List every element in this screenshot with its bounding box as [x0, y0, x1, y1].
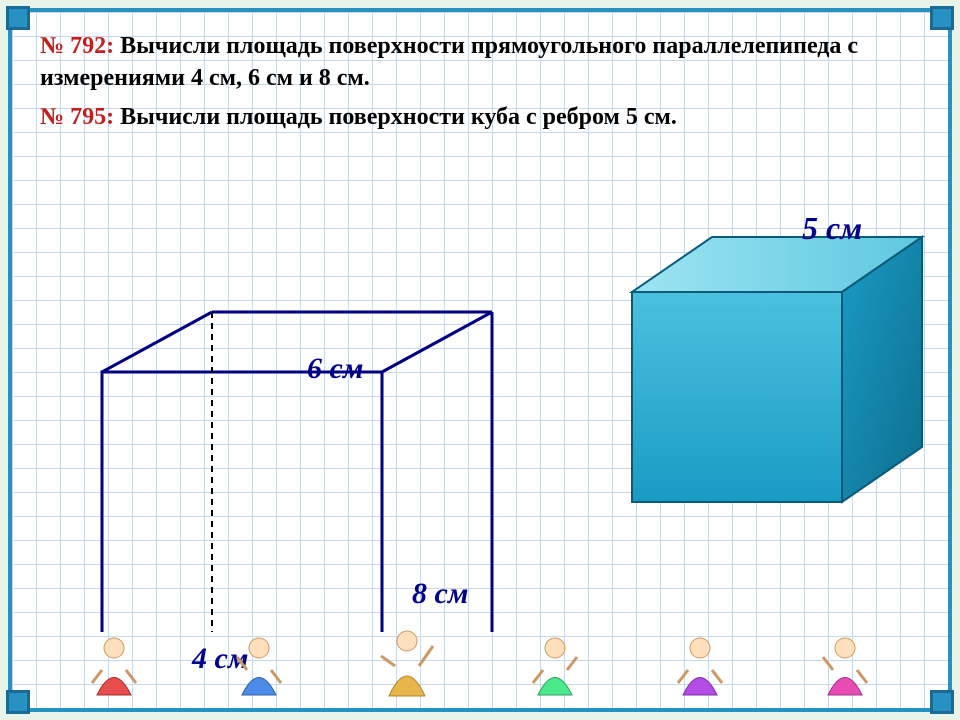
cube-diagram [602, 230, 932, 540]
kid-icon [232, 635, 287, 700]
problem-number: № 795: [40, 104, 114, 130]
kid-icon [818, 635, 873, 700]
label-5cm: 5 см [802, 210, 862, 247]
kid-icon [673, 635, 728, 700]
frame: № 792: Вычисли площадь поверхности прямо… [8, 8, 952, 712]
problem-text: Вычисли площадь поверхности прямоугольно… [40, 33, 858, 91]
problem-text: Вычисли площадь поверхности куба с ребро… [114, 104, 677, 130]
outer-frame: № 792: Вычисли площадь поверхности прямо… [0, 0, 960, 720]
problem-number: № 792: [40, 33, 114, 59]
content: № 792: Вычисли площадь поверхности прямо… [12, 12, 948, 708]
kid-icon [377, 628, 437, 700]
problem-792: № 792: Вычисли площадь поверхности прямо… [40, 30, 920, 95]
label-8cm: 8 см [412, 577, 468, 611]
kid-icon [87, 635, 142, 700]
problem-795: № 795: Вычисли площадь поверхности куба … [40, 101, 920, 133]
label-6cm: 6 см [307, 352, 363, 386]
kids-row [12, 630, 948, 700]
parallelepiped-diagram [12, 152, 532, 632]
kid-icon [528, 635, 583, 700]
